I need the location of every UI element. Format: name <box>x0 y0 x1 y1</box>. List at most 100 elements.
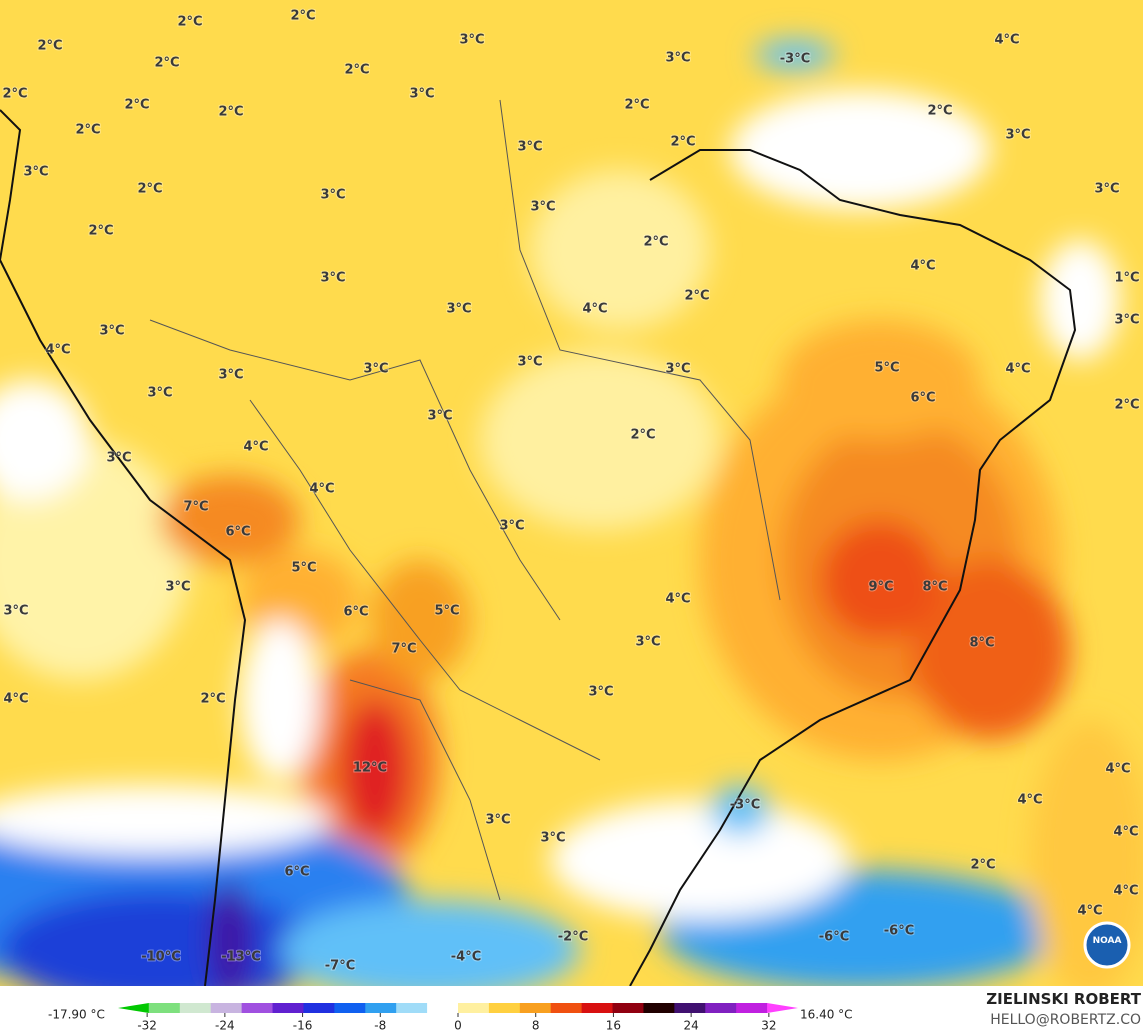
temperature-label: 6°C <box>910 391 935 406</box>
temperature-label: 6°C <box>225 525 250 540</box>
temperature-label: 3°C <box>1094 182 1119 197</box>
credit-name: ZIELINSKI ROBERT <box>986 990 1141 1008</box>
temperature-label: 4°C <box>3 692 28 707</box>
logo-text: NOAA <box>1093 936 1122 946</box>
temperature-label: 4°C <box>582 302 607 317</box>
temperature-label: 3°C <box>1005 128 1030 143</box>
colorbar-segment <box>458 1003 490 1013</box>
temperature-label: 3°C <box>106 451 131 466</box>
temperature-label: 3°C <box>446 302 471 317</box>
temperature-label: 2°C <box>624 98 649 113</box>
temperature-label: 7°C <box>183 500 208 515</box>
temperature-field <box>0 40 1143 986</box>
temperature-label: -10°C <box>141 950 181 965</box>
colorbar-segment <box>550 1003 583 1013</box>
colorbar-tick-label: 16 <box>606 1019 621 1033</box>
temperature-label: 2°C <box>670 135 695 150</box>
temperature-label: 3°C <box>427 409 452 424</box>
logo: NOAA <box>1083 921 1131 969</box>
temperature-label: 5°C <box>434 604 459 619</box>
temperature-label: 3°C <box>499 519 524 534</box>
temperature-label: 8°C <box>969 636 994 651</box>
temperature-label: 4°C <box>1077 904 1102 919</box>
temperature-label: 2°C <box>88 224 113 239</box>
map <box>0 0 1143 986</box>
coastline <box>0 109 1077 986</box>
temperature-label: 2°C <box>218 105 243 120</box>
colorbar-segment <box>427 1003 459 1013</box>
temperature-label: 3°C <box>147 386 172 401</box>
temperature-label: 3°C <box>99 324 124 339</box>
colorbar-tick-label: 0 <box>454 1019 462 1033</box>
temperature-label: 2°C <box>643 235 668 250</box>
colorbar-segment <box>612 1003 644 1013</box>
temperature-label: 3°C <box>540 831 565 846</box>
temperature-label: 3°C <box>517 140 542 155</box>
colorbar-segment <box>334 1003 366 1013</box>
temperature-label: 2°C <box>200 692 225 707</box>
temperature-label: 4°C <box>994 33 1019 48</box>
colorbar-end <box>767 1003 798 1013</box>
temperature-label: 3°C <box>635 635 660 650</box>
colorbar-segment <box>303 1003 335 1013</box>
colorbar-tick-label: -16 <box>293 1019 313 1033</box>
temperature-label: 1°C <box>1114 271 1139 286</box>
temperature-label: 4°C <box>1113 884 1138 899</box>
temperature-label: 4°C <box>1113 825 1138 840</box>
temperature-label: 2°C <box>630 428 655 443</box>
temperature-label: 2°C <box>75 123 100 138</box>
temperature-label: 4°C <box>910 259 935 274</box>
borders <box>149 99 781 901</box>
temperature-label: 3°C <box>665 362 690 377</box>
temperature-label: -13°C <box>221 950 261 965</box>
colorbar-segment <box>581 1003 614 1013</box>
temperature-label: 3°C <box>588 685 613 700</box>
temperature-label: -3°C <box>730 798 760 813</box>
temperature-label: 12°C <box>353 761 387 776</box>
temperature-label: -6°C <box>884 924 914 939</box>
temperature-label: -4°C <box>451 950 481 965</box>
colorbar-segment <box>736 1003 768 1013</box>
temperature-label: 3°C <box>517 355 542 370</box>
temperature-label: 2°C <box>177 15 202 30</box>
colorbar-segment <box>643 1003 675 1013</box>
temperature-label: 3°C <box>459 33 484 48</box>
temperature-label: 3°C <box>3 604 28 619</box>
temperature-label: 2°C <box>137 182 162 197</box>
temperature-label: 3°C <box>23 165 48 180</box>
colorbar-min-label: -17.90 °C <box>48 1008 105 1022</box>
temperature-label: 4°C <box>1005 362 1030 377</box>
colorbar-segment <box>488 1003 521 1013</box>
temperature-label: 8°C <box>922 580 947 595</box>
colorbar-segment <box>519 1003 552 1013</box>
temperature-label: 4°C <box>309 482 334 497</box>
colorbar-tick-label: 8 <box>532 1019 540 1033</box>
temperature-label: 2°C <box>154 56 179 71</box>
temperature-label: 3°C <box>665 51 690 66</box>
temperature-label: 3°C <box>485 813 510 828</box>
temperature-label: 2°C <box>290 9 315 24</box>
colorbar-segment <box>272 1003 304 1013</box>
temperature-label: 3°C <box>218 368 243 383</box>
temperature-label: 3°C <box>530 200 555 215</box>
colorbar-tick-label: -24 <box>215 1019 235 1033</box>
colorbar-segment <box>179 1003 212 1013</box>
colorbar-segment <box>210 1003 243 1013</box>
temperature-label: 4°C <box>1017 793 1042 808</box>
temperature-label: 3°C <box>320 271 345 286</box>
colorbar-tick-label: 24 <box>684 1019 699 1033</box>
colorbar-segment <box>241 1003 274 1013</box>
temperature-label: 9°C <box>868 580 893 595</box>
temperature-label: 3°C <box>320 188 345 203</box>
temperature-label: 2°C <box>970 858 995 873</box>
temperature-label: 3°C <box>409 87 434 102</box>
temperature-label: 5°C <box>291 561 316 576</box>
temperature-label: 4°C <box>45 343 70 358</box>
colorbar-segment <box>674 1003 706 1013</box>
credit-site: HELLO@ROBERTZ.CO <box>990 1012 1141 1028</box>
temperature-label: 5°C <box>874 361 899 376</box>
colorbar-segment <box>396 1003 428 1013</box>
colorbar-tick-label: -8 <box>374 1019 386 1033</box>
temperature-label: 2°C <box>684 289 709 304</box>
